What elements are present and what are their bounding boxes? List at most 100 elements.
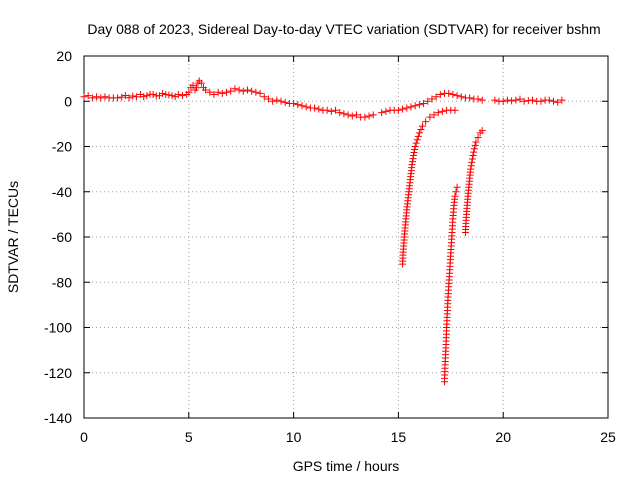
data-point [438,107,446,115]
data-point [174,90,182,98]
data-point [472,138,480,146]
data-point [394,106,402,114]
data-point [470,145,478,153]
data-point [143,92,151,100]
series-arc-1 [399,106,459,268]
data-point [411,146,419,154]
data-point [140,93,148,101]
data-point [323,106,331,114]
data-point [468,155,476,163]
data-point [419,122,427,130]
data-point [125,94,133,102]
data-point [434,109,442,117]
y-tick-label: -120 [44,365,72,381]
data-point [269,97,277,105]
data-point [206,88,214,96]
y-axis: -140 -120 -100 -80 -60 -40 -20 0 20 [44,48,608,426]
data-point [414,132,422,140]
series-recovery-bump [378,89,486,117]
data-point [554,98,562,106]
data-point [168,92,176,100]
data-point [412,139,420,147]
data-point [503,96,511,104]
data-point [223,88,231,96]
y-tick-label: -100 [44,320,72,336]
data-point [445,89,453,97]
data-point [382,107,390,115]
data-point [281,98,289,106]
data-point [235,86,243,94]
data-point [452,188,460,196]
data-point [294,101,302,109]
grid-lines [84,56,608,418]
data-point [315,105,323,113]
data-point [449,90,457,98]
x-axis: 0 5 10 15 20 25 [80,56,616,445]
data-point [550,97,558,105]
data-point [468,158,476,166]
data-point [469,152,477,160]
data-point [537,97,545,105]
data-point [179,92,187,100]
data-point [411,143,419,150]
data-point [403,104,411,112]
data-point [84,92,92,100]
y-tick-label: 0 [64,93,72,109]
data-point [256,89,264,97]
data-point [114,94,122,102]
data-point [428,95,436,103]
data-point [417,126,425,134]
data-point [470,148,478,156]
data-point [474,133,482,141]
data-point [529,96,537,104]
data-point [290,100,298,108]
data-point [252,88,260,96]
data-point [426,113,434,121]
y-tick-label: -20 [52,139,72,155]
data-point [424,97,432,105]
data-point [467,162,475,170]
data-point [491,96,499,104]
data-point [239,87,247,95]
data-point [162,90,170,98]
data-point [415,129,423,137]
plot-frame [83,55,609,419]
series-arc-2 [441,183,461,386]
data-point [457,93,465,101]
data-point [336,109,344,117]
data-point [264,95,272,103]
data-point [361,113,369,121]
data-point [231,85,239,93]
data-point [407,103,415,111]
data-point [243,86,251,94]
data-point [165,91,173,99]
data-point [348,112,356,120]
data-point [453,92,461,100]
data-point [311,104,319,112]
data-point [185,88,193,96]
data-point [420,100,428,108]
x-tick-label: 0 [80,429,88,445]
data-point [410,149,418,157]
data-point [218,89,226,97]
x-tick-label: 20 [495,429,511,445]
data-point [118,93,126,101]
x-tick-label: 15 [391,429,407,445]
data-point [277,97,285,105]
data-point [516,95,524,103]
y-tick-label: -40 [52,184,72,200]
y-tick-label: -60 [52,229,72,245]
data-point [132,93,140,101]
data-point [97,94,105,102]
data-point [248,87,256,95]
data-point [378,109,386,117]
data-point [273,96,281,104]
data-point [88,94,96,102]
data-point [436,90,444,98]
data-point [467,165,475,173]
x-tick-label: 5 [185,429,193,445]
data-point [159,89,167,97]
data-point [545,96,553,104]
data-point [422,118,430,126]
